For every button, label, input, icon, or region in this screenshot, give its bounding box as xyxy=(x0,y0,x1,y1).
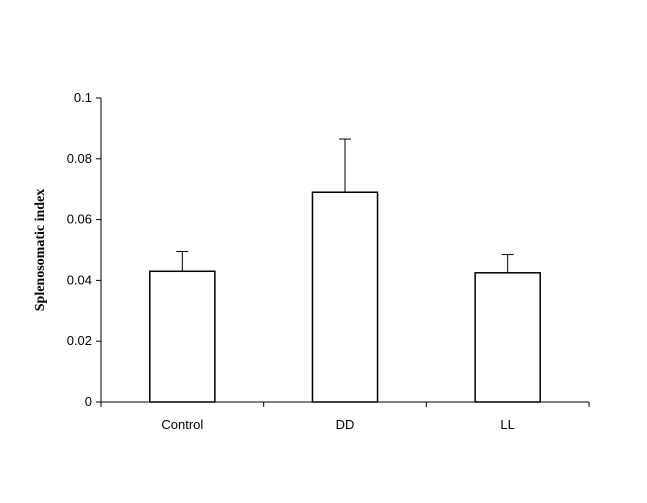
bar-dd xyxy=(311,191,379,403)
bar-control xyxy=(149,270,216,403)
x-axis-ticks: Control DD LL xyxy=(100,402,590,432)
y-tick-label: 0.04 xyxy=(67,272,92,287)
y-axis-title: Splenosomatic index xyxy=(33,189,48,312)
error-bar-control xyxy=(176,251,189,272)
error-bar-ll xyxy=(501,254,514,273)
bars xyxy=(149,191,541,403)
error-bars xyxy=(176,138,514,273)
error-bar-dd xyxy=(339,138,351,193)
y-axis-ticks: 0 0.02 0.04 0.06 0.08 0.1 xyxy=(67,90,101,409)
y-tick-label: 0 xyxy=(85,394,92,409)
x-tick-label: DD xyxy=(336,417,355,432)
y-tick-label: 0.08 xyxy=(67,151,92,166)
bar-ll xyxy=(474,272,541,403)
y-tick-label: 0.1 xyxy=(74,90,92,105)
y-tick-label: 0.06 xyxy=(67,212,92,227)
x-tick-label: LL xyxy=(500,417,514,432)
y-tick-label: 0.02 xyxy=(67,333,92,348)
x-tick-label: Control xyxy=(161,417,203,432)
